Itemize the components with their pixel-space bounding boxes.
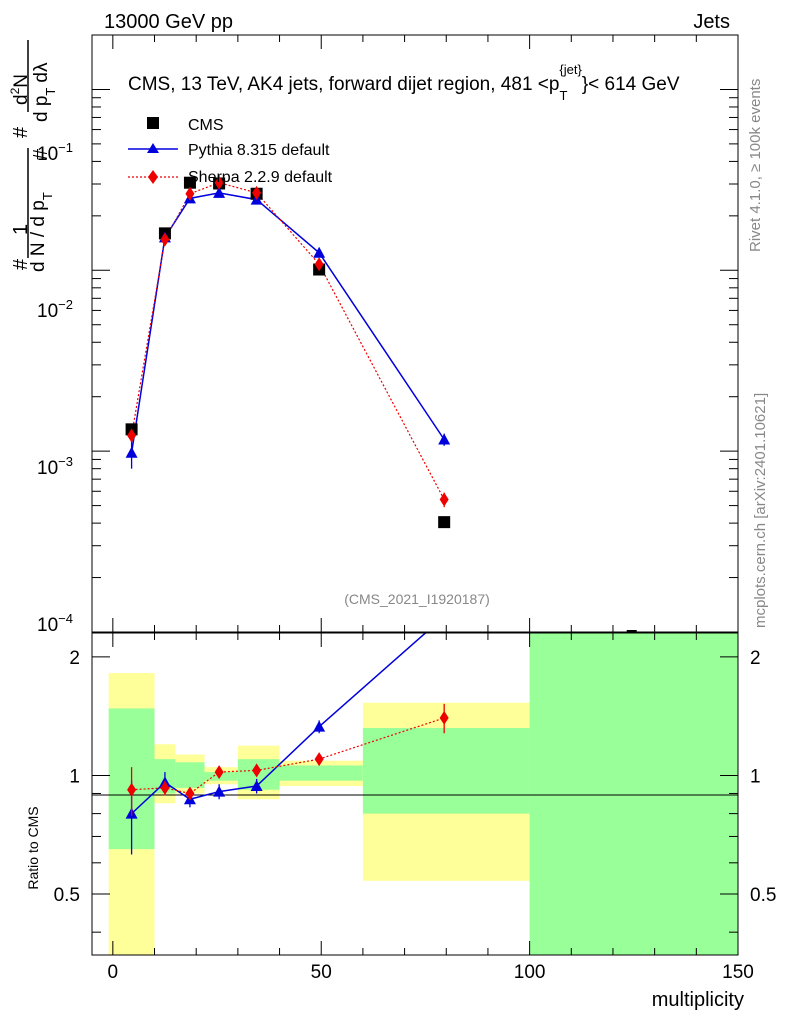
- header-right: Jets: [693, 11, 730, 33]
- ratio-inner-band: [362, 727, 530, 814]
- xtick-labels: 0 50 100 150: [108, 962, 754, 983]
- ytick-label-1e-3: 10−3: [37, 454, 73, 479]
- sherpa-ratio-point: [252, 763, 262, 778]
- ratio-ytick-label-right: 1: [750, 766, 761, 787]
- legend-sherpa-label: Sherpa 2.2.9 default: [188, 169, 333, 186]
- sherpa-data-point: [314, 257, 324, 272]
- sherpa-data-point: [185, 186, 195, 201]
- xtick-label: 100: [514, 962, 546, 983]
- header-left: 13000 GeV pp: [104, 11, 233, 33]
- ytick-label-1e-2: 10−2: [37, 297, 73, 322]
- main-ylabel: # 1 d N / d pT # d2N d pTdλ #: [8, 40, 58, 272]
- svg-text:1: 1: [10, 224, 32, 235]
- main-title: CMS, 13 TeV, AK4 jets, forward dijet reg…: [128, 62, 680, 103]
- ratio-uncertainty-bands: [108, 633, 738, 955]
- pythia-ratio-point: [313, 720, 326, 732]
- xtick-label: 50: [311, 962, 332, 983]
- legend: CMS Pythia 8.315 default Sherpa 2.2.9 de…: [128, 117, 333, 186]
- sherpa-main-line: [131, 182, 445, 500]
- ratio-inner-band: [175, 762, 205, 788]
- pythia-data-point: [313, 246, 326, 258]
- svg-text:#: #: [30, 148, 52, 160]
- sherpa-ratio-point: [160, 780, 170, 795]
- ratio-series-markers: [125, 703, 449, 855]
- svg-text:d N / d pT: d N / d pT: [28, 192, 55, 272]
- ytick-label-1e-4: 10−4: [37, 611, 73, 636]
- legend-sherpa-marker: [148, 170, 158, 184]
- cms-data-point: [183, 176, 196, 189]
- ytick-label-1e-1: 10−1: [37, 140, 73, 165]
- ratio-inner-band: [529, 633, 738, 955]
- ratio-ytick-label-right: 2: [750, 648, 761, 669]
- sherpa-data-point: [252, 185, 262, 200]
- xaxis-label: multiplicity: [652, 989, 744, 1011]
- legend-cms-label: CMS: [188, 117, 224, 134]
- sherpa-ratio-point: [439, 710, 449, 725]
- sherpa-data-point: [127, 428, 137, 443]
- ratio-frame: [91, 632, 739, 956]
- ratio-ytick-label-left: 0.5: [54, 885, 80, 906]
- ratio-inner-band: [204, 772, 238, 781]
- sherpa-ratio-point: [185, 786, 195, 801]
- ratio-ytick-label-left: 2: [69, 648, 80, 669]
- svg-text:#: #: [10, 126, 32, 138]
- legend-pythia-label: Pythia 8.315 default: [188, 142, 330, 159]
- pythia-data-point: [438, 433, 451, 445]
- sherpa-ratio-point: [314, 752, 324, 767]
- ratio-ytick-label-left: 1: [69, 766, 80, 787]
- xtick-label: 150: [722, 962, 754, 983]
- sherpa-data-point: [160, 232, 170, 247]
- xtick-label: 0: [108, 962, 119, 983]
- cms-data-point: [438, 516, 451, 529]
- legend-cms-marker: [147, 117, 159, 129]
- pythia-data-point: [125, 446, 138, 458]
- ratio-ytick-label-right: 0.5: [750, 885, 776, 906]
- pythia-main-line: [130, 192, 445, 453]
- sherpa-ratio-point: [214, 765, 224, 780]
- analysis-watermark: (CMS_2021_I1920187): [344, 591, 490, 607]
- main-series-markers: [125, 175, 637, 635]
- mcplots-label: mcplots.cern.ch [arXiv:2401.10621]: [752, 393, 769, 628]
- sherpa-ratio-point: [127, 782, 137, 797]
- ratio-ylabel: Ratio to CMS: [25, 806, 41, 889]
- sherpa-data-point: [439, 492, 449, 507]
- ratio-ytick-labels: 0.5 0.5 1 1 2 2: [54, 648, 777, 906]
- svg-text:d2N: d2N: [8, 74, 32, 105]
- svg-text:d pTdλ: d pTdλ: [31, 62, 58, 122]
- pythia-ratio-point: [250, 780, 263, 792]
- pythia-ratio-point: [213, 785, 226, 797]
- main-axis-ticks: [92, 34, 739, 633]
- sherpa-data-point: [214, 175, 224, 190]
- ratio-inner-band: [279, 765, 363, 781]
- svg-text:#: #: [10, 258, 32, 270]
- pythia-data-point: [213, 186, 226, 198]
- main-series-lines: [130, 182, 445, 500]
- rivet-label: Rivet 4.1.0, ≥ 100k events: [747, 79, 764, 252]
- main-frame: [91, 34, 739, 633]
- legend-pythia-marker: [147, 143, 159, 153]
